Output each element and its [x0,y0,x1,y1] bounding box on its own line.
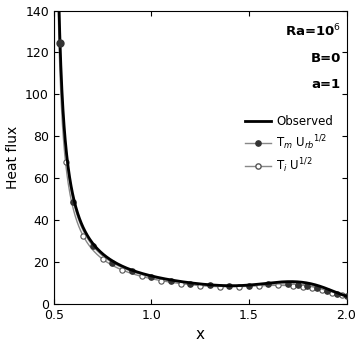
Legend: Observed, T$_m$ U$_{rb}$$^{1/2}$, T$_i$ U$^{1/2}$: Observed, T$_m$ U$_{rb}$$^{1/2}$, T$_i$ … [241,110,338,180]
X-axis label: x: x [196,327,205,342]
Y-axis label: Heat flux: Heat flux [5,126,20,189]
Text: B=0: B=0 [310,52,341,65]
Text: a=1: a=1 [312,78,341,91]
Text: Ra=10$^6$: Ra=10$^6$ [285,22,341,39]
